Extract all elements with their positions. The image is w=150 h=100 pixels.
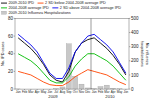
y-tick [14, 53, 15, 54]
y-tick-label: 40 [8, 51, 14, 56]
y2-axis-label-line: hospitalizations [140, 41, 144, 67]
bar [98, 87, 103, 90]
x-tick-label: Feb [22, 90, 28, 94]
bar [60, 87, 65, 89]
legend: 2009-2010 IPD 2 SD below 2004-2008 averag… [1, 1, 121, 15]
legend-item: 2009-2010 IPD [1, 1, 34, 5]
legend-label: 2 SD below 2004-2008 average IPD [45, 1, 106, 5]
legend-item: 2009-2010 Influenza Hospitalizations [2, 11, 71, 15]
y2-tick-label: 400 [131, 30, 139, 35]
x-tick-label: Jan [16, 90, 21, 94]
legend-swatch [52, 7, 58, 8]
annotation: 2009 [48, 94, 58, 99]
y2-axis: 0 100 200 300 400 500 [129, 16, 139, 92]
x-tick-label: May [117, 90, 123, 94]
x-tick-label: Nov [79, 90, 85, 94]
y-tick [14, 71, 15, 72]
x-tick-label: Mar [28, 90, 33, 94]
legend-item: 2004-2008 average IPD [1, 6, 49, 10]
y-axis: 0 20 40 60 80 [8, 16, 15, 92]
x-tick-label: Oct [73, 90, 78, 94]
y-tick [14, 36, 15, 37]
x-tick-label: Apr [35, 90, 40, 94]
plot-data [16, 34, 126, 89]
y2-axis-label: No. influenzahospitalizations [140, 41, 149, 67]
bar [104, 85, 109, 89]
group-divider [91, 18, 92, 89]
y2-tick-label: 500 [131, 16, 139, 21]
y2-tick-label: 300 [131, 44, 139, 49]
x-tick-label: Jan [92, 90, 97, 94]
legend-label: 2009-2010 Influenza Hospitalizations [9, 11, 71, 15]
y-tick-label: 60 [8, 34, 14, 39]
legend-label: 2004-2008 average IPD [9, 6, 50, 10]
legend-swatch [38, 3, 44, 4]
legend-swatch [1, 7, 7, 8]
plot-frame [15, 18, 129, 89]
annotation: 2010 [105, 94, 115, 99]
x-tick-label: May [41, 90, 47, 94]
y-tick [14, 18, 15, 19]
x-tick-label: Sep [66, 90, 72, 94]
legend-swatch [2, 11, 7, 14]
legend-swatch [1, 3, 7, 4]
line [18, 54, 126, 83]
chart: 2009-2010 IPD 2 SD below 2004-2008 averag… [0, 0, 150, 100]
y-tick-label: 80 [8, 16, 14, 21]
bar [79, 84, 84, 89]
y-tick-label: 0 [10, 87, 13, 92]
line [18, 34, 126, 78]
annotations: 2009 2010 [48, 94, 115, 99]
y-tick-label: 20 [8, 69, 14, 74]
y2-tick-label: 0 [131, 87, 134, 92]
x-tick-label: Feb [98, 90, 104, 94]
x-tick-label: Dec [85, 90, 91, 94]
legend-item: 2 SD above 2004-2008 average IPD [52, 6, 121, 10]
x-tick-label: Jun [123, 90, 128, 94]
y2-tick-label: 200 [131, 58, 139, 63]
y2-tick-label: 100 [131, 73, 139, 78]
y2-axis-label-line: No. influenza [145, 43, 149, 66]
y-axis-label: No. IPD cases [1, 42, 5, 66]
legend-label: 2 SD above 2004-2008 average IPD [60, 6, 121, 10]
legend-item: 2 SD below 2004-2008 average IPD [38, 1, 107, 5]
bar [111, 88, 116, 89]
legend-label: 2009-2010 IPD [9, 1, 35, 5]
x-tick-label: Aug [60, 90, 66, 94]
